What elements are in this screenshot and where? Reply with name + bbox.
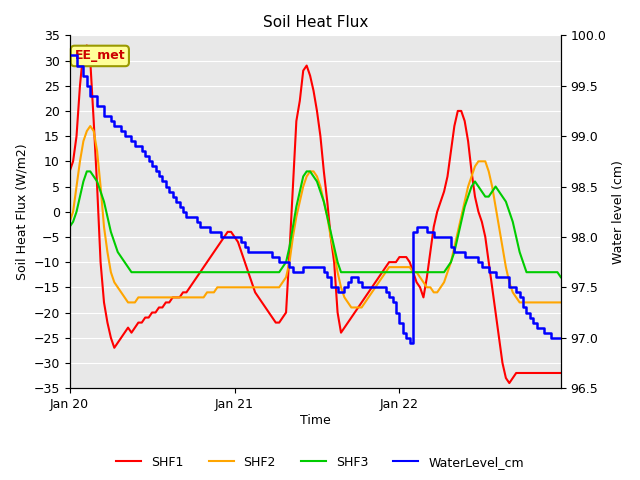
Y-axis label: Soil Heat Flux (W/m2): Soil Heat Flux (W/m2) — [15, 144, 28, 280]
Text: EE_met: EE_met — [75, 49, 125, 62]
Y-axis label: Water level (cm): Water level (cm) — [612, 160, 625, 264]
Title: Soil Heat Flux: Soil Heat Flux — [262, 15, 368, 30]
X-axis label: Time: Time — [300, 414, 331, 427]
Legend: SHF1, SHF2, SHF3, WaterLevel_cm: SHF1, SHF2, SHF3, WaterLevel_cm — [111, 451, 529, 474]
